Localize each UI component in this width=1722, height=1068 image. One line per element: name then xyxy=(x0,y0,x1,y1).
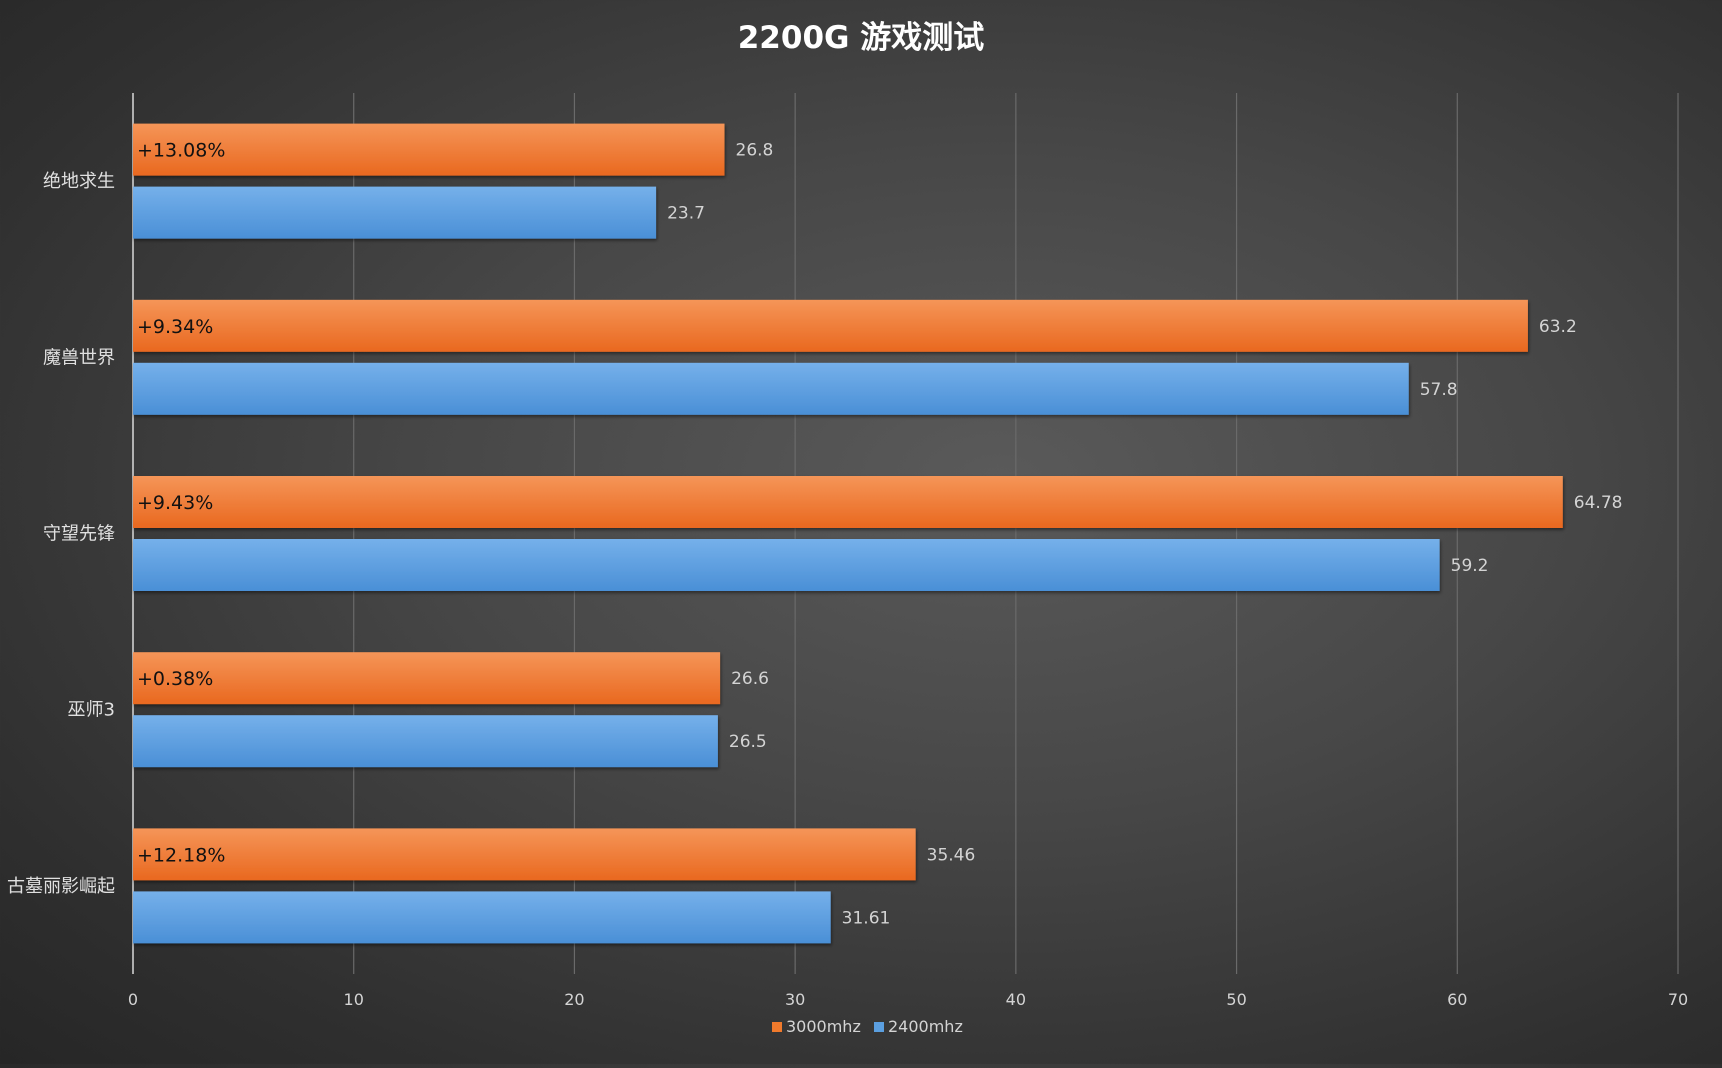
data-label: 63.2 xyxy=(1539,317,1577,337)
data-label: 64.78 xyxy=(1574,493,1623,513)
x-tick-label: 20 xyxy=(564,990,584,1009)
bar-2400mhz xyxy=(133,891,831,944)
data-label: 57.8 xyxy=(1420,380,1458,400)
percent-annotation: +12.18% xyxy=(137,844,225,866)
legend-swatch xyxy=(874,1022,884,1032)
data-label: 31.61 xyxy=(842,908,891,928)
legend-label: 2400mhz xyxy=(888,1017,963,1036)
x-tick-label: 40 xyxy=(1006,990,1026,1009)
data-label: 26.6 xyxy=(731,669,769,689)
data-label: 26.8 xyxy=(736,141,774,161)
data-label: 59.2 xyxy=(1451,556,1489,576)
percent-annotation: +9.43% xyxy=(137,492,213,514)
bar-2400mhz xyxy=(133,186,657,239)
bar-2400mhz xyxy=(133,539,1440,591)
gridlines xyxy=(132,93,1679,974)
labels: 0 10 20 30 40 50 60 70 26.8 23.7 +13.08% 绝地求生 63.2 57… xyxy=(7,140,1688,1009)
y-tick-label: 守望先锋 xyxy=(43,524,115,545)
data-label: 35.46 xyxy=(927,845,976,865)
x-tick-label: 70 xyxy=(1668,990,1688,1009)
percent-annotation: +9.34% xyxy=(137,316,213,338)
bar-2400mhz xyxy=(133,715,718,768)
y-tick-label: 魔兽世界 xyxy=(43,347,115,368)
legend: 3000mhz 2400mhz xyxy=(772,1017,963,1036)
y-tick-label: 古墓丽影崛起 xyxy=(7,876,115,897)
x-tick-label: 60 xyxy=(1447,990,1467,1009)
data-label: 26.5 xyxy=(729,732,767,752)
legend-label: 3000mhz xyxy=(786,1017,861,1036)
bar-3000mhz xyxy=(133,123,725,176)
chart-title: 2200G 游戏测试 xyxy=(738,20,985,56)
bar-3000mhz xyxy=(133,299,1528,352)
bar-3000mhz xyxy=(133,828,916,881)
bar-2400mhz xyxy=(133,362,1409,415)
x-tick-label: 0 xyxy=(128,990,138,1009)
percent-annotation: +0.38% xyxy=(137,668,213,690)
bar-3000mhz xyxy=(133,476,1563,528)
bar-3000mhz xyxy=(133,652,721,705)
bars xyxy=(133,123,1563,944)
legend-swatch xyxy=(772,1022,782,1032)
x-tick-label: 10 xyxy=(344,990,364,1009)
y-tick-label: 巫师3 xyxy=(68,700,115,721)
percent-annotation: +13.08% xyxy=(137,140,225,162)
x-tick-label: 50 xyxy=(1226,990,1246,1009)
x-tick-label: 30 xyxy=(785,990,805,1009)
y-tick-label: 绝地求生 xyxy=(43,171,115,192)
data-label: 23.7 xyxy=(667,204,705,224)
